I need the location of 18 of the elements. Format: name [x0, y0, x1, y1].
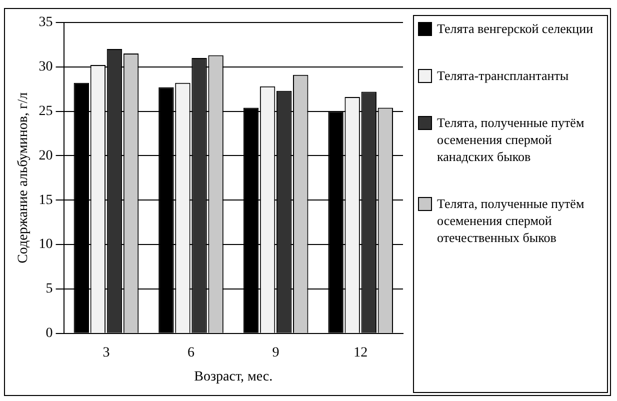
x-tick-label: 9: [272, 345, 280, 360]
legend-label: Телята венгерской селекции: [437, 20, 594, 37]
y-tick-label: 20: [38, 148, 53, 164]
y-axis-title: Содержание альбуминов, г/л: [16, 92, 32, 264]
y-tick-label: 10: [38, 237, 53, 252]
y-tick-label: 35: [38, 15, 53, 30]
legend-label: Телята, полученные путём осеменения спермой отечественных быков: [437, 195, 586, 246]
y-tick-label: 25: [38, 104, 53, 119]
legend-label: Телята, полученные путём осеменения спермой канадских быков: [437, 114, 586, 165]
legend-label: Телята-трансплантанты: [437, 67, 569, 84]
x-axis-title: Возраст, мес.: [194, 369, 273, 384]
x-tick-label: 12: [354, 345, 368, 360]
y-tick-label: 0: [46, 326, 53, 342]
y-tick-label: 5: [46, 282, 53, 297]
y-tick-label: 30: [38, 60, 53, 74]
y-tick-label: 15: [38, 192, 53, 208]
x-tick-label: 6: [188, 345, 194, 360]
x-tick-label: 3: [102, 345, 110, 360]
